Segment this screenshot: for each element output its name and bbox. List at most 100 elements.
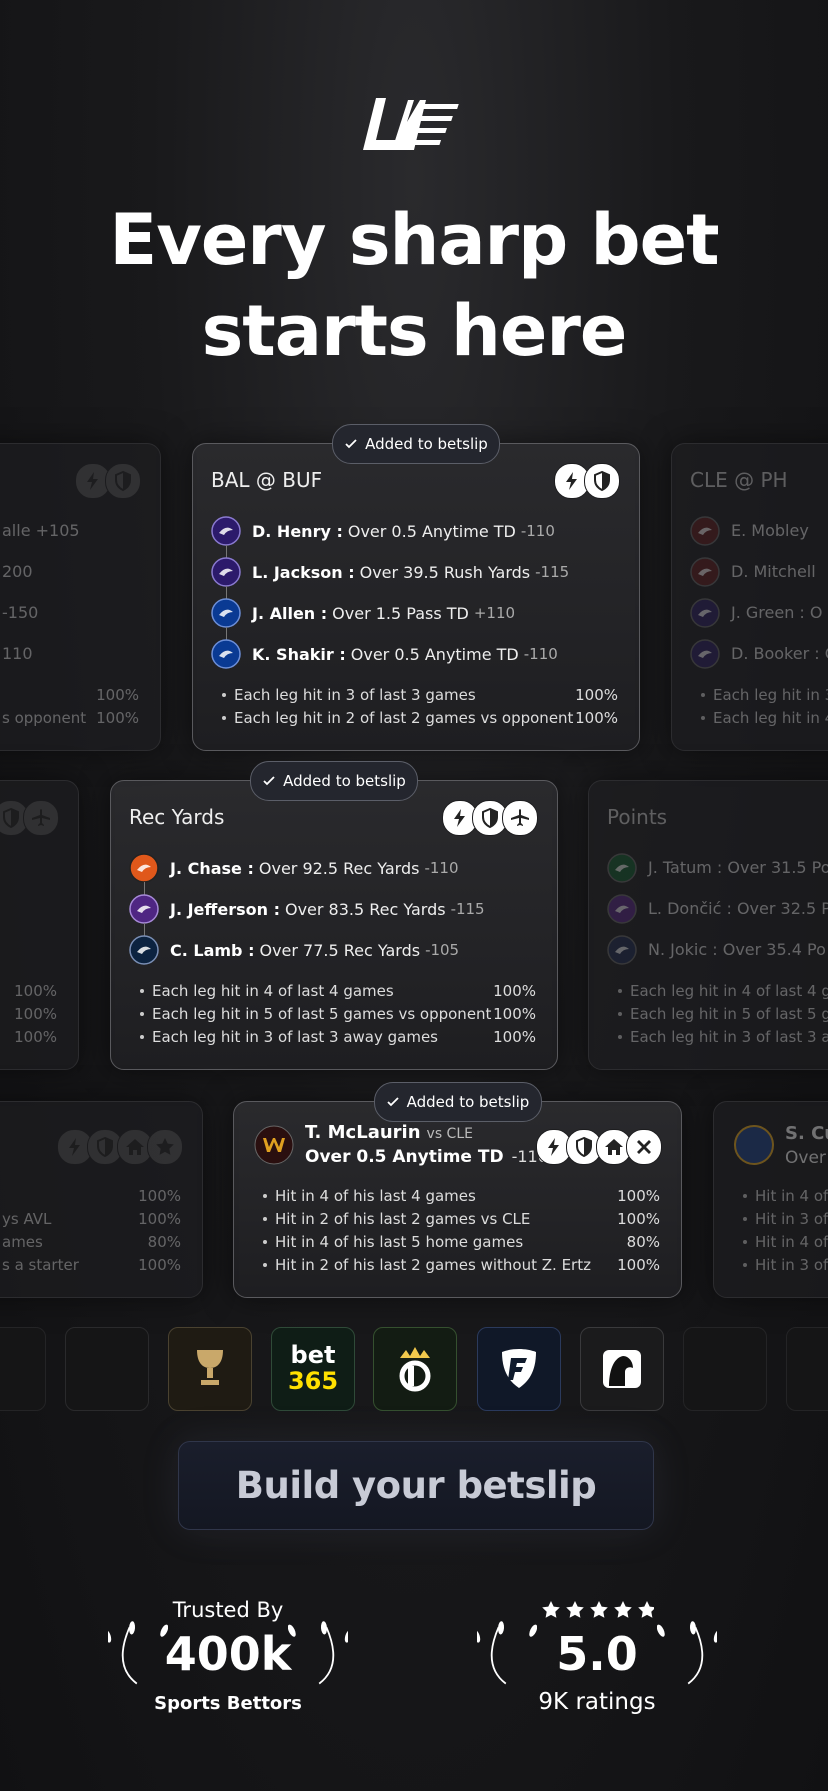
badge-label: Added to betslip — [406, 1093, 530, 1111]
team-logo — [690, 557, 720, 587]
leg-player: D. Henry : — [252, 521, 343, 541]
card-title: CLE @ PH — [690, 468, 788, 492]
leg-bet: Over 83.5 Rec Yards — [284, 899, 446, 919]
badge-label: Added to betslip — [365, 435, 488, 453]
stat-text: Each leg hit in 5 of last 5 games vs opp… — [152, 1004, 492, 1023]
leg-bet: Over 77.5 Rec Yards — [259, 940, 421, 960]
leg-text: alle +105 — [2, 520, 80, 540]
leg-odds: +110 — [473, 604, 516, 622]
laurel-left — [477, 1592, 537, 1720]
stat-text: Hit in 3 of — [755, 1255, 828, 1274]
team-logo — [211, 557, 241, 587]
bullet — [743, 1240, 747, 1244]
card-title: Rec Yards — [129, 805, 225, 829]
player-name: T. McLaurin — [305, 1122, 421, 1143]
team-logo — [734, 1125, 774, 1165]
player-name: S. Cu — [785, 1123, 828, 1145]
stat-text: Hit in 4 of — [755, 1232, 828, 1251]
added-badge: Added to betslip — [373, 1082, 542, 1122]
leg-row: D. Henry : Over 0.5 Anytime TD -110 — [252, 519, 555, 543]
stat-pct: 100% — [138, 1209, 181, 1228]
leg-text: D. Booker : C — [731, 643, 828, 663]
stat-pct: 100% — [493, 1004, 536, 1023]
team-logo — [607, 935, 637, 965]
feature-icon — [584, 463, 620, 499]
headline: starts here — [201, 290, 628, 372]
stat-text: ys AVL — [2, 1209, 52, 1228]
bullet — [618, 1012, 622, 1016]
stars — [540, 1600, 654, 1620]
player-row: T. McLaurin vs CLE — [305, 1122, 473, 1143]
leg-odds: -110 — [523, 645, 558, 663]
bullet — [743, 1263, 747, 1267]
badge-value: 400k — [164, 1627, 292, 1681]
leg-row: C. Lamb : Over 77.5 Rec Yards -105 — [170, 938, 459, 962]
sportsbook-tile — [477, 1327, 561, 1411]
stat-pct: 100% — [617, 1186, 660, 1205]
leg-text: J. Green : O — [731, 602, 823, 622]
cta-label: Build your betslip — [235, 1464, 597, 1507]
bullet — [140, 1035, 144, 1039]
feature-icon — [117, 1129, 153, 1165]
laurel-right — [657, 1592, 717, 1720]
sportsbook-tile — [786, 1327, 828, 1411]
team-logo — [211, 598, 241, 628]
sportsbook-tile — [168, 1327, 252, 1411]
team-logo — [211, 639, 241, 669]
leg-text: L. Dončić : Over 32.5 P — [648, 898, 828, 918]
team-logo — [690, 516, 720, 546]
badge-label: Added to betslip — [283, 772, 406, 790]
sportsbook-tile — [65, 1327, 149, 1411]
leg-connector — [226, 586, 227, 599]
sportsbook-tile — [373, 1327, 457, 1411]
leg-text: -150 — [2, 602, 39, 622]
stat-pct: 100% — [138, 1186, 181, 1205]
stat-text: Each leg hit in 4 of last 4 g — [630, 981, 828, 1000]
leg-player: K. Shakir : — [252, 644, 346, 664]
sportsbook-tile — [580, 1327, 664, 1411]
stat-text: Each leg hit in 4 — [713, 708, 828, 727]
stat-pct: 100% — [14, 981, 57, 1000]
stat-text: Each leg hit in 4 of last 4 games — [152, 981, 394, 1000]
stat-text: ames — [2, 1232, 43, 1251]
stat-pct: 100% — [493, 981, 536, 1000]
leg-odds: -105 — [425, 941, 460, 959]
leg-player: J. Chase : — [170, 858, 254, 878]
feature-icon — [0, 800, 29, 836]
bullet — [140, 989, 144, 993]
bullet — [701, 716, 705, 720]
check-icon — [263, 776, 275, 786]
leg-odds: -110 — [424, 859, 459, 877]
faded-card — [588, 780, 828, 1070]
leg-player: J. Jefferson : — [170, 899, 280, 919]
leg-text: 110 — [2, 643, 33, 663]
laurel-left — [108, 1592, 168, 1720]
feature-icon — [626, 1129, 662, 1165]
stat-pct: 100% — [575, 685, 618, 704]
sportsbook-tile — [683, 1327, 767, 1411]
stat-pct: 80% — [147, 1232, 181, 1251]
leg-connector — [144, 882, 145, 895]
leg-bet: Over 1.5 Pass TD — [332, 603, 469, 623]
added-badge: Added to betslip — [332, 424, 500, 464]
stat-text: Hit in 2 of his last 2 games vs CLE — [275, 1209, 531, 1228]
bet: Over — [785, 1148, 826, 1169]
leg-bet: Over 39.5 Rush Yards — [359, 562, 531, 582]
feature-icon — [57, 1129, 93, 1165]
stat-pct: 100% — [14, 1004, 57, 1023]
leg-text: J. Tatum : Over 31.5 Po — [648, 857, 828, 877]
feature-icon — [566, 1129, 602, 1165]
badge-bottom: 9K ratings — [538, 1689, 656, 1715]
bullet — [263, 1263, 267, 1267]
bet365-bet: bet — [290, 1341, 336, 1369]
bullet — [263, 1194, 267, 1198]
team-logo — [607, 894, 637, 924]
stat-pct: 100% — [617, 1209, 660, 1228]
cta-button[interactable]: Build your betslip — [178, 1441, 654, 1530]
bullet — [222, 716, 226, 720]
